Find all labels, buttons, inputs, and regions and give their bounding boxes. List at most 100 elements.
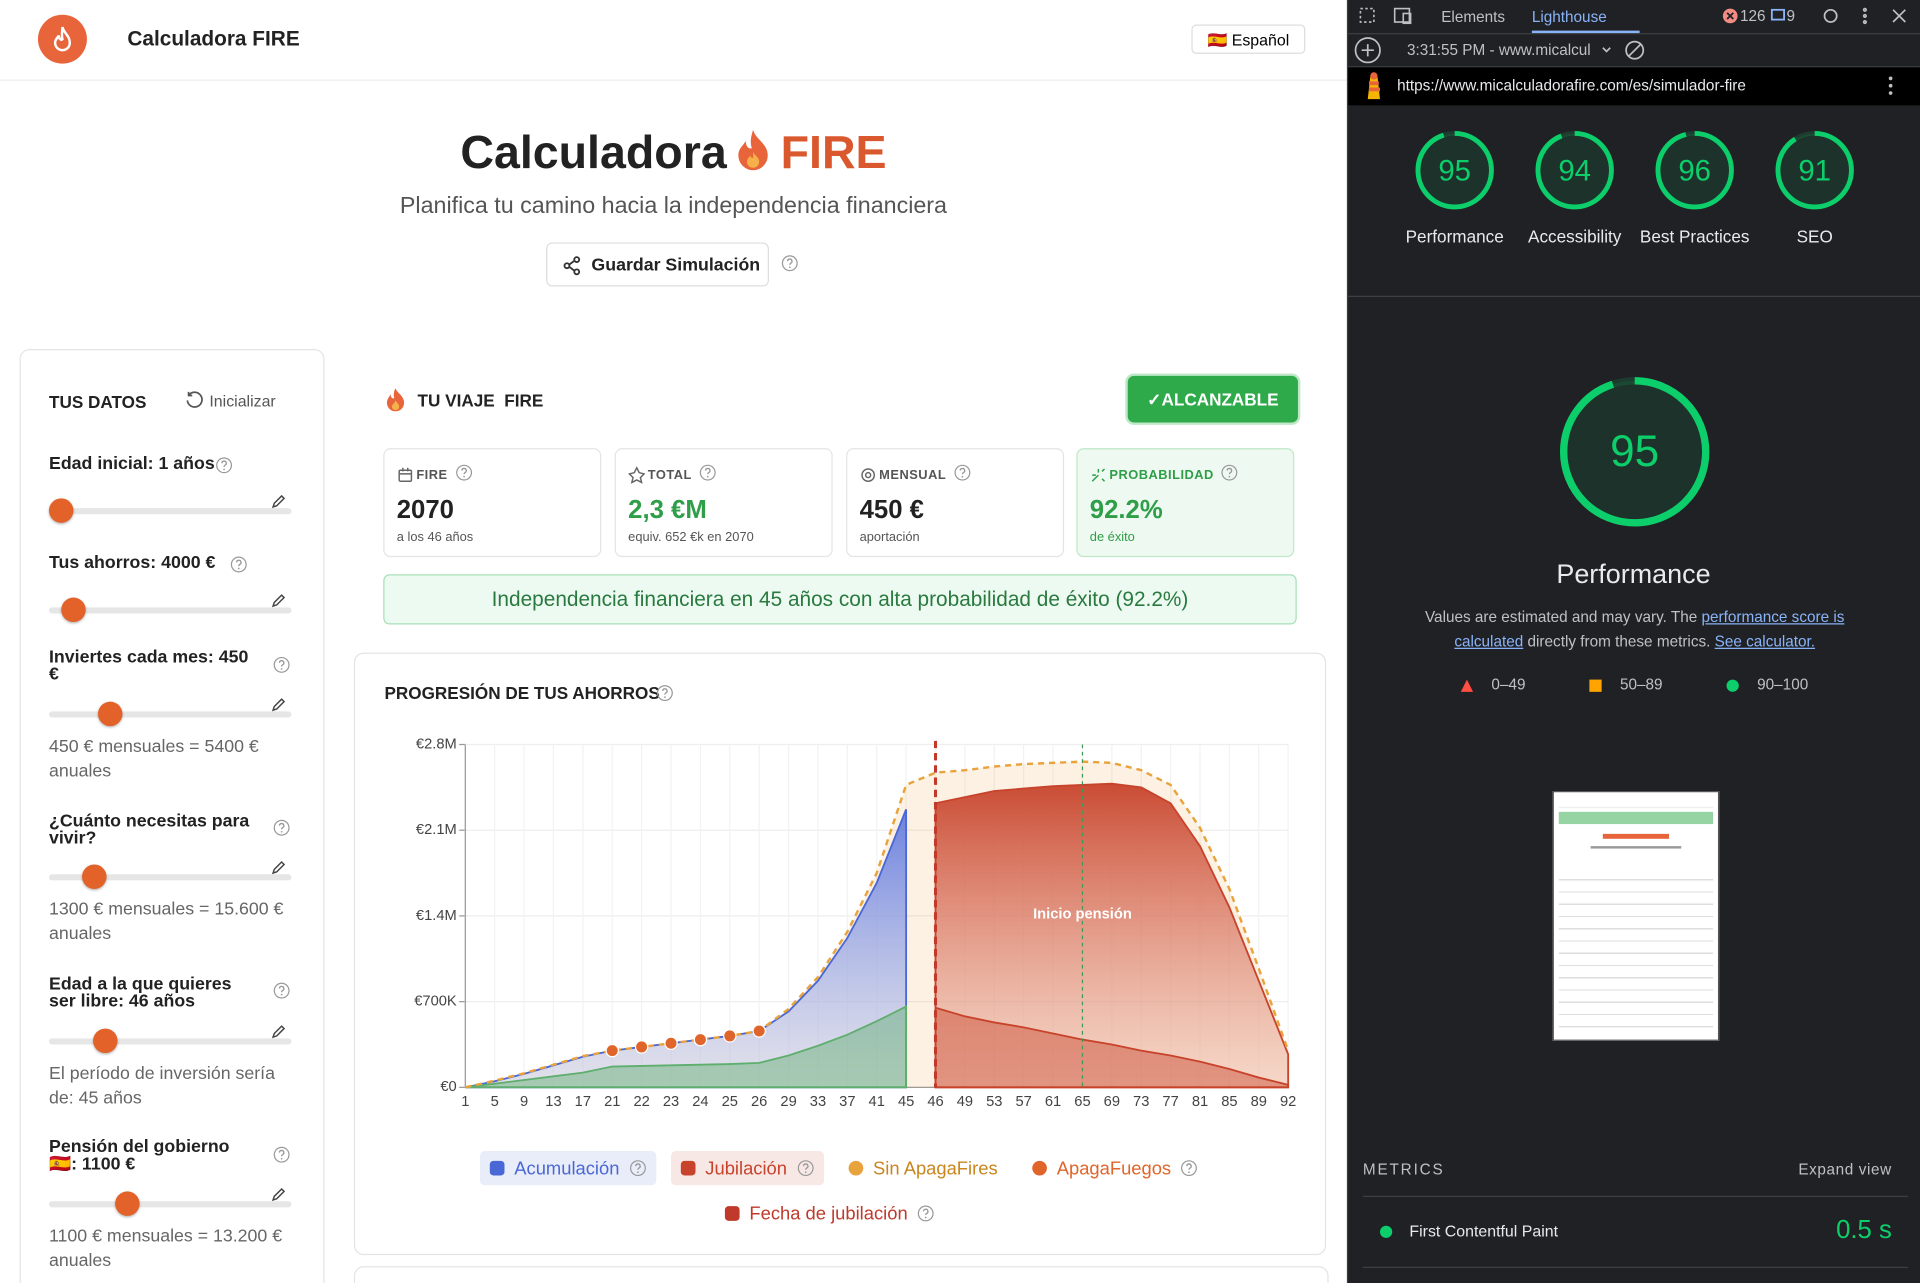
y-tick-label: €700K	[414, 994, 457, 1010]
session[interactable]: 3:31:55 PM - www.micalcul	[1406, 41, 1591, 59]
legend-item[interactable]: Sin ApagaFires	[839, 1151, 1008, 1185]
x-tick-label: 5	[491, 1094, 499, 1110]
x-tick-label: 26	[751, 1094, 767, 1110]
reset-icon	[186, 391, 203, 408]
slider[interactable]	[48, 1191, 292, 1216]
point	[605, 1043, 619, 1058]
gauge-arc	[1535, 131, 1614, 210]
slider-thumb[interactable]	[97, 701, 123, 727]
slider[interactable]	[48, 701, 292, 727]
slider-thumb[interactable]	[93, 1028, 118, 1054]
slider-thumb[interactable]	[61, 597, 86, 623]
card-icon	[627, 466, 646, 484]
gauge-arc	[1560, 377, 1710, 527]
card-icon	[860, 467, 877, 484]
session-bar-icons[interactable]	[1352, 36, 1658, 65]
help-icon[interactable]	[629, 1160, 646, 1177]
help-icon[interactable]	[1221, 464, 1238, 481]
lighthouse-report: 95 94 96 91 95	[1346, 131, 1920, 1268]
card-icon	[1090, 467, 1107, 484]
slider[interactable]	[48, 864, 292, 889]
help-icon[interactable]	[1181, 1160, 1198, 1177]
edit-icon[interactable]	[271, 1187, 286, 1202]
x-tick-label: 46	[927, 1094, 943, 1110]
tab[interactable]: Lighthouse	[1531, 8, 1607, 26]
toolbar-icons[interactable]	[1357, 5, 1430, 29]
help-icon[interactable]	[699, 464, 716, 481]
legend-item[interactable]: ApagaFuegos	[1022, 1151, 1207, 1185]
help-icon[interactable]	[230, 556, 247, 573]
edit-icon[interactable]	[271, 1024, 286, 1039]
field-note: 1100 € mensuales = 13.200 € anuales	[48, 1226, 283, 1272]
help-icon[interactable]	[273, 656, 290, 673]
x-tick-label: 89	[1251, 1094, 1267, 1110]
flame-icon	[738, 129, 769, 171]
help-icon[interactable]	[273, 1146, 290, 1163]
slider[interactable]	[48, 1028, 292, 1054]
hero-title: Calculadora FIRE	[0, 127, 1347, 180]
error-count[interactable]: 126	[1740, 7, 1766, 25]
legend-item[interactable]: Acumulación	[480, 1151, 657, 1186]
annotation: Inicio pensión	[1033, 907, 1132, 923]
slider[interactable]	[48, 597, 292, 623]
chart: PROGRESIÓN DE TUS AHORROS €0 €700K €1.4M €2…	[384, 683, 1296, 1110]
link[interactable]: See calculator.	[1714, 633, 1816, 651]
y-tick-label: €1.4M	[416, 908, 457, 924]
card-label: PROBABILIDAD	[1109, 467, 1214, 483]
page-thumbnail	[1552, 791, 1720, 1041]
help-icon[interactable]	[216, 457, 233, 474]
tab[interactable]: Elements	[1441, 8, 1506, 26]
help-icon[interactable]	[797, 1160, 814, 1177]
stat-card: PROBABILIDAD 92.2% de éxito	[1076, 448, 1295, 558]
edit-icon[interactable]	[271, 493, 286, 509]
text: directly from these metrics.	[1523, 633, 1715, 651]
legend-item[interactable]: Jubilación	[671, 1151, 824, 1186]
card-sub: aportación	[859, 530, 920, 545]
slider[interactable]	[48, 498, 292, 523]
x-tick-label: 53	[986, 1094, 1002, 1110]
x-tick-label: 21	[604, 1094, 620, 1110]
area	[465, 1005, 908, 1089]
field-note: 450 € mensuales = 5400 € anuales	[48, 737, 259, 782]
edit-icon[interactable]	[271, 697, 286, 712]
error-icon	[1722, 8, 1738, 24]
help-icon[interactable]	[273, 819, 290, 836]
edit-icon[interactable]	[271, 593, 286, 608]
reset-button[interactable]: Inicializar	[209, 391, 276, 411]
help-icon[interactable]	[954, 464, 971, 481]
language-select[interactable]: 🇪🇸 Español	[1191, 24, 1306, 54]
save-button[interactable]: Guardar Simulación	[546, 242, 769, 287]
help-icon[interactable]	[917, 1205, 934, 1222]
card-sub: de éxito	[1089, 530, 1135, 545]
menu-icon[interactable]	[1883, 73, 1898, 97]
help-icon[interactable]	[781, 255, 798, 272]
status-badge: ✓ALCANZABLE	[1127, 375, 1298, 423]
field-label: Inviertes cada mes: 450 €	[48, 647, 249, 685]
legend-item[interactable]: Fecha de jubilación	[715, 1196, 944, 1230]
field-label: Edad inicial: 1 años	[48, 454, 215, 474]
slider-thumb[interactable]	[115, 1191, 140, 1216]
expand-link[interactable]: Expand view	[1798, 1160, 1892, 1178]
logo[interactable]	[37, 13, 91, 67]
metric-value: 0.5 s	[1836, 1215, 1892, 1245]
slider-thumb[interactable]	[48, 498, 74, 523]
main-score-label: Performance	[1556, 558, 1711, 589]
help-icon[interactable]	[656, 684, 673, 702]
message-count[interactable]: 9	[1786, 7, 1796, 25]
legend-label: Fecha de jubilación	[749, 1203, 908, 1224]
link[interactable]: performance score is calculated	[1454, 608, 1845, 651]
slider-thumb[interactable]	[82, 864, 107, 889]
x-tick-label: 33	[810, 1094, 826, 1110]
x-tick-label: 77	[1162, 1094, 1178, 1110]
help-icon[interactable]	[456, 464, 473, 481]
card-icon	[397, 467, 414, 484]
journey-title: TU VIAJE FIRE	[417, 390, 544, 411]
help-icon[interactable]	[273, 982, 290, 999]
edit-icon[interactable]	[271, 860, 286, 875]
subtitle: Planifica tu camino hacia la independenc…	[399, 193, 948, 220]
range-label: 50–89	[1620, 675, 1663, 694]
window-icons[interactable]	[1818, 5, 1916, 29]
field-label: Pensión del gobierno 🇪🇸: 1100 €	[48, 1137, 230, 1175]
gauge-score: 96	[1678, 154, 1711, 187]
share-icon	[563, 256, 581, 276]
